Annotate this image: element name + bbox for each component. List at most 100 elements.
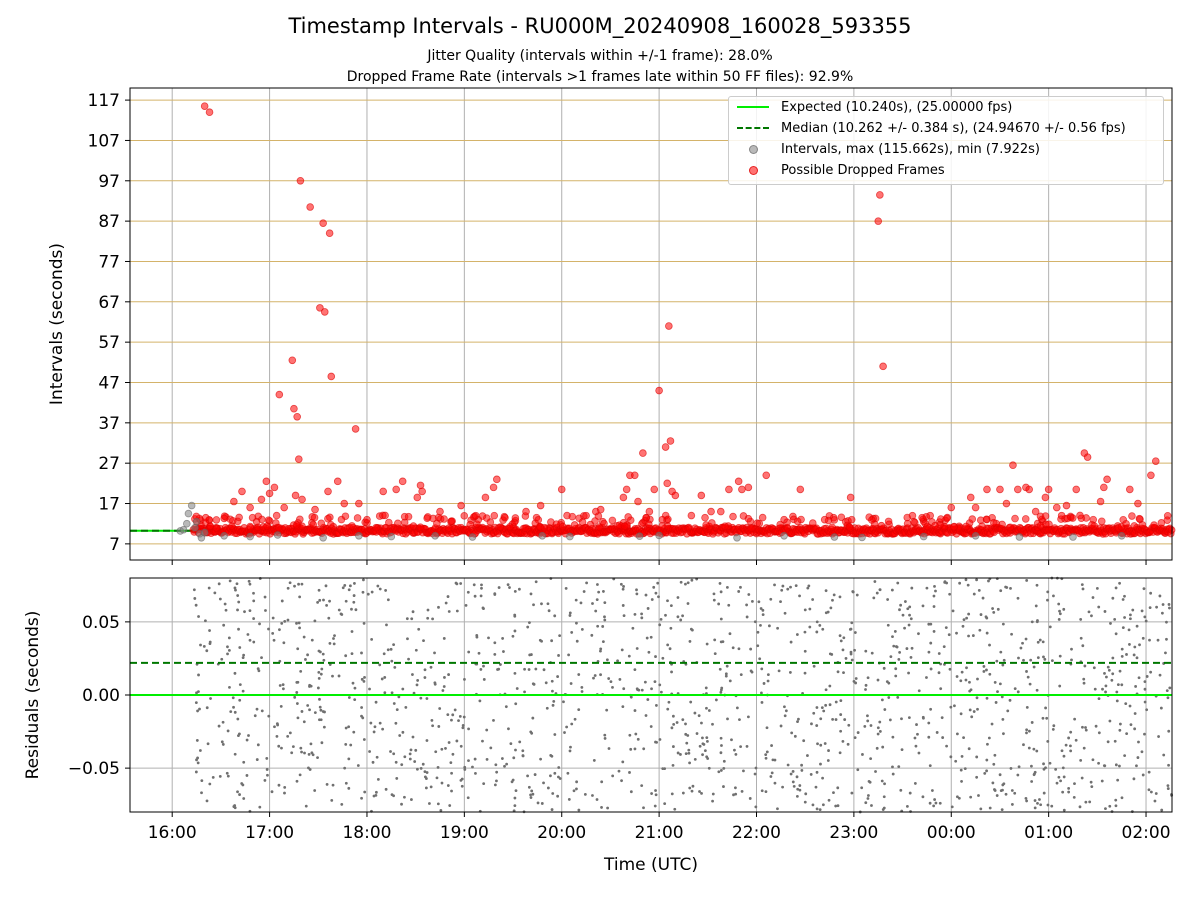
legend-label-median: Median (10.262 +/- 0.384 s), (24.94670 +… bbox=[781, 120, 1126, 136]
dropped-frame-point bbox=[489, 483, 498, 492]
residual-point bbox=[750, 670, 754, 674]
residual-point bbox=[1001, 788, 1004, 792]
residual-point bbox=[467, 759, 470, 763]
residual-point bbox=[832, 593, 836, 597]
residual-point bbox=[603, 601, 607, 605]
residual-point bbox=[783, 611, 787, 615]
dropped-frame-point bbox=[776, 520, 784, 529]
residual-point bbox=[1128, 643, 1131, 646]
residual-point bbox=[1073, 782, 1076, 786]
residual-point bbox=[392, 794, 396, 798]
residual-point bbox=[633, 709, 637, 712]
dropped-frame-point bbox=[1021, 515, 1030, 523]
residual-point bbox=[405, 617, 409, 621]
residual-point bbox=[302, 635, 306, 639]
residual-point bbox=[220, 740, 224, 744]
residual-point bbox=[208, 782, 212, 786]
residual-point bbox=[831, 598, 834, 602]
intervals-y-tick-label: 77 bbox=[98, 252, 120, 272]
residual-point bbox=[766, 673, 770, 677]
residual-point bbox=[521, 749, 525, 753]
residual-point bbox=[892, 644, 896, 648]
residual-point bbox=[546, 602, 550, 606]
residual-point bbox=[197, 615, 200, 618]
residual-point bbox=[701, 736, 704, 740]
dropped-frame-point bbox=[738, 485, 746, 494]
residual-point bbox=[704, 686, 708, 690]
intervals-y-tick-label: 7 bbox=[109, 535, 120, 555]
residual-point bbox=[425, 771, 429, 774]
residual-point bbox=[368, 687, 371, 691]
residual-point bbox=[622, 687, 626, 691]
residual-point bbox=[450, 789, 453, 793]
residual-point bbox=[878, 730, 882, 733]
residual-point bbox=[406, 637, 409, 641]
residual-point bbox=[814, 785, 818, 789]
residual-point bbox=[1136, 756, 1140, 759]
residual-point bbox=[473, 757, 477, 761]
residual-point bbox=[644, 714, 648, 717]
residual-point bbox=[225, 771, 229, 775]
residual-point bbox=[299, 746, 303, 750]
residual-point bbox=[551, 792, 555, 795]
residual-point bbox=[368, 750, 371, 753]
residual-point bbox=[776, 626, 779, 630]
residual-point bbox=[1161, 603, 1165, 606]
residual-point bbox=[472, 583, 476, 587]
residual-point bbox=[1097, 731, 1101, 735]
dropped-frame-point bbox=[340, 499, 349, 508]
residual-point bbox=[238, 793, 241, 796]
residual-point bbox=[1000, 695, 1004, 699]
dropped-frame-point bbox=[246, 503, 254, 512]
residual-point bbox=[552, 699, 556, 703]
residual-point bbox=[546, 786, 550, 790]
residual-point bbox=[995, 659, 999, 663]
residual-point bbox=[242, 760, 246, 764]
interval-point bbox=[780, 531, 788, 540]
residual-point bbox=[915, 723, 918, 726]
residual-point bbox=[1035, 688, 1039, 692]
residual-point bbox=[751, 599, 754, 603]
residual-point bbox=[982, 665, 986, 668]
dropped-frame-point bbox=[879, 362, 887, 371]
residual-point bbox=[686, 734, 690, 737]
residual-point bbox=[1089, 780, 1093, 784]
x-tick-label: 20:00 bbox=[537, 823, 586, 843]
residual-point bbox=[988, 643, 991, 647]
residual-point bbox=[896, 696, 900, 699]
residual-point bbox=[464, 603, 468, 607]
residual-point bbox=[243, 610, 246, 614]
dropped-frame-point bbox=[1083, 453, 1092, 461]
residual-point bbox=[1051, 659, 1054, 663]
residual-point bbox=[1101, 687, 1104, 691]
residual-point bbox=[808, 607, 812, 611]
residual-point bbox=[1114, 763, 1118, 767]
residual-point bbox=[194, 701, 198, 705]
residual-point bbox=[881, 745, 885, 749]
dropped-frame-point bbox=[319, 219, 327, 227]
dropped-frame-point bbox=[506, 523, 514, 531]
dropped-frame-point bbox=[1045, 520, 1053, 529]
residual-point bbox=[659, 617, 663, 621]
residual-point bbox=[603, 618, 607, 622]
residual-point bbox=[985, 616, 989, 620]
residual-point bbox=[240, 782, 244, 785]
residual-point bbox=[1060, 749, 1064, 753]
legend-label-intervals: Intervals, max (115.662s), min (7.922s) bbox=[781, 141, 1040, 157]
intervals-y-tick-label: 107 bbox=[88, 131, 120, 151]
interval-point bbox=[635, 532, 644, 540]
residual-point bbox=[983, 771, 987, 775]
residual-point bbox=[760, 667, 764, 671]
residual-point bbox=[653, 680, 657, 684]
residual-point bbox=[900, 748, 904, 752]
residual-point bbox=[965, 666, 968, 670]
residual-point bbox=[640, 616, 644, 620]
residual-point bbox=[296, 647, 300, 651]
residual-point bbox=[566, 771, 570, 775]
residual-point bbox=[921, 715, 925, 719]
residual-point bbox=[205, 799, 209, 803]
residual-point bbox=[392, 752, 396, 756]
residual-point bbox=[770, 744, 773, 747]
residual-point bbox=[771, 758, 775, 762]
residual-point bbox=[431, 724, 435, 728]
